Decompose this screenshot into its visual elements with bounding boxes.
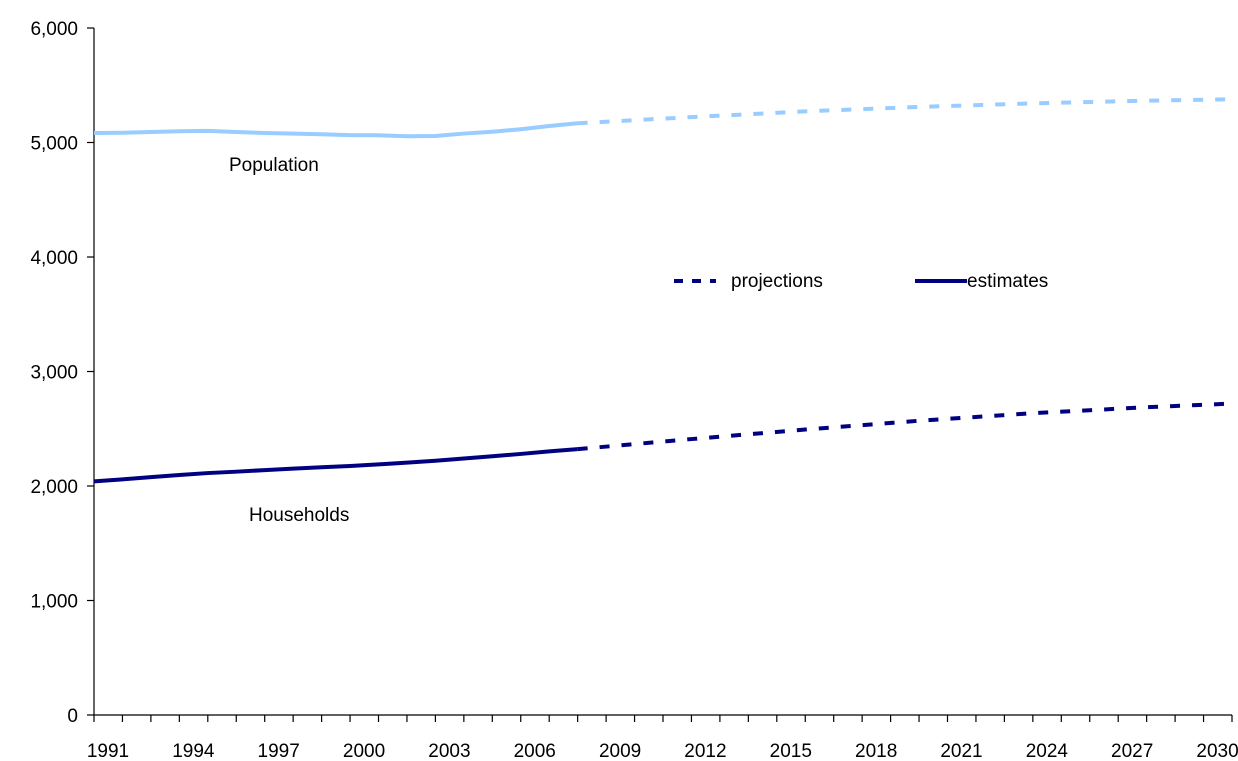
y-tick-label: 4,000 <box>30 248 78 269</box>
households-projections-line <box>577 401 1233 452</box>
population-projections-line <box>577 97 1233 126</box>
y-tick-label: 6,000 <box>30 19 78 40</box>
x-tick-label: 2021 <box>940 741 982 761</box>
y-ticks: 0 1,000 2,000 3,000 4,000 5,000 6,000 <box>30 19 94 727</box>
y-tick-label: 2,000 <box>30 477 78 498</box>
population-series-label: Population <box>229 155 319 176</box>
x-tick-label: 2024 <box>1026 741 1069 761</box>
x-ticks: 1991 1994 1997 2000 2003 2006 2009 2012 2015 2018… <box>87 715 1238 761</box>
x-tick-label: 2015 <box>770 741 812 761</box>
x-tick-label: 2003 <box>428 741 470 761</box>
x-tick-label: 2012 <box>684 741 726 761</box>
x-tick-label: 2027 <box>1111 741 1153 761</box>
households-series-label: Households <box>249 505 349 526</box>
y-tick-label: 3,000 <box>30 363 78 384</box>
population-estimates-line <box>93 121 578 139</box>
y-tick-label: 1,000 <box>30 592 78 613</box>
legend-projections-label: projections <box>731 271 823 292</box>
x-tick-label: 1997 <box>258 741 300 761</box>
x-tick-label: 2018 <box>855 741 897 761</box>
legend: projections estimates <box>674 271 1048 292</box>
y-tick-label: 5,000 <box>30 134 78 155</box>
x-tick-label: 2006 <box>514 741 556 761</box>
x-tick-label: 1991 <box>87 741 129 761</box>
y-tick-label: 0 <box>67 706 78 727</box>
x-tick-label: 2030 <box>1196 741 1238 761</box>
x-tick-label: 1994 <box>172 741 215 761</box>
legend-estimates-label: estimates <box>967 271 1048 292</box>
households-estimates-line <box>93 447 578 484</box>
x-tick-label: 2009 <box>599 741 641 761</box>
plot-series <box>93 97 1233 484</box>
x-tick-label: 2000 <box>343 741 385 761</box>
